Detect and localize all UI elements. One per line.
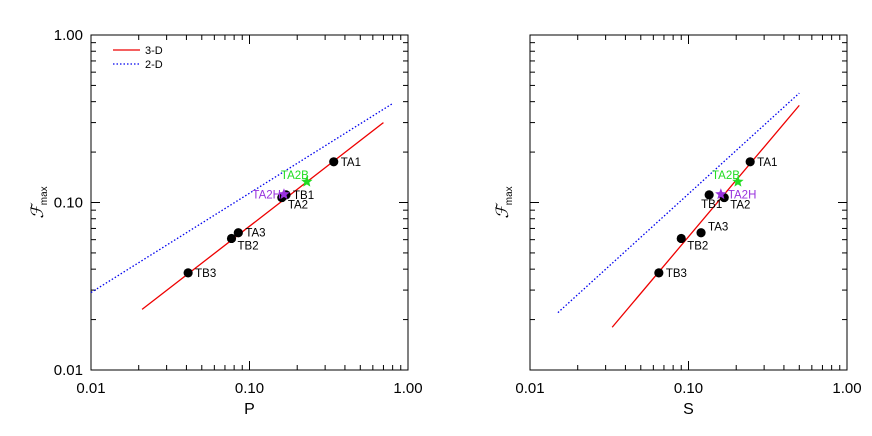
point-tb3: [654, 268, 664, 278]
x-axis-title: S: [683, 401, 694, 418]
x-tick-label: 0.01: [515, 380, 544, 397]
point-label-tb1: TB1: [293, 190, 314, 202]
point-label-ta2b: TA2B: [712, 170, 740, 182]
x-tick-label: 0.01: [76, 380, 105, 397]
y-tick-label: 1.00: [54, 27, 83, 44]
axis-ticks: [529, 35, 847, 371]
point-label-ta2: TA2: [730, 200, 750, 212]
y-axis-subscript: max: [504, 186, 515, 205]
x-tick-label: 0.10: [235, 380, 264, 397]
point-ta2h: [715, 188, 727, 200]
point-label-tb3: TB3: [195, 268, 216, 280]
y-tick-label: 0.10: [54, 195, 83, 212]
point-tb2: [676, 233, 686, 244]
y-axis-symbol: ℱ: [493, 202, 513, 219]
axis-ticks: [90, 35, 408, 371]
line-2d: [90, 102, 393, 294]
x-axis-title: P: [244, 401, 255, 418]
point-label-ta2: TA2: [288, 200, 308, 212]
point-label-tb3: TB3: [666, 268, 687, 280]
line-3d: [611, 104, 800, 328]
y-tick-label: 0.01: [54, 362, 83, 379]
point-ta2b: [301, 175, 313, 187]
y-axis-symbol: ℱ: [28, 202, 48, 219]
x-tick-label: 1.00: [393, 380, 422, 397]
point-label-ta2h: TA2H: [252, 189, 281, 201]
point-label-ta3: TA3: [708, 222, 728, 234]
legend-label: 2-D: [145, 59, 163, 71]
point-tb2: [226, 233, 237, 244]
point-ta3: [233, 228, 243, 238]
point-label-ta2b: TA2B: [281, 170, 309, 182]
legend: 3-D2-D: [113, 45, 163, 71]
point-ta2h: [278, 188, 290, 200]
legend-label: 3-D: [145, 45, 163, 57]
point-label-ta1: TA1: [757, 157, 777, 169]
point-ta1: [329, 157, 339, 167]
y-axis-title: ℱmax: [28, 186, 50, 218]
x-tick-label: 1.00: [832, 380, 861, 397]
point-tb3: [183, 268, 193, 278]
y-axis-subscript: max: [39, 186, 50, 205]
line-3d: [141, 122, 384, 310]
point-label-ta2h: TA2H: [728, 189, 757, 201]
point-ta3: [696, 228, 706, 238]
point-label-tb2: TB2: [687, 240, 708, 252]
plot-frame: [529, 34, 848, 371]
point-ta2b: [732, 175, 744, 187]
point-label-ta3: TA3: [245, 228, 265, 240]
point-ta1: [745, 157, 755, 167]
y-axis-title: ℱmax: [493, 186, 515, 218]
point-label-tb2: TB2: [238, 240, 259, 252]
point-label-ta1: TA1: [341, 157, 361, 169]
point-label-tb1: TB1: [701, 199, 722, 211]
x-tick-label: 0.10: [674, 380, 703, 397]
point-tb1: [704, 190, 714, 200]
plot-frame: [90, 34, 409, 371]
